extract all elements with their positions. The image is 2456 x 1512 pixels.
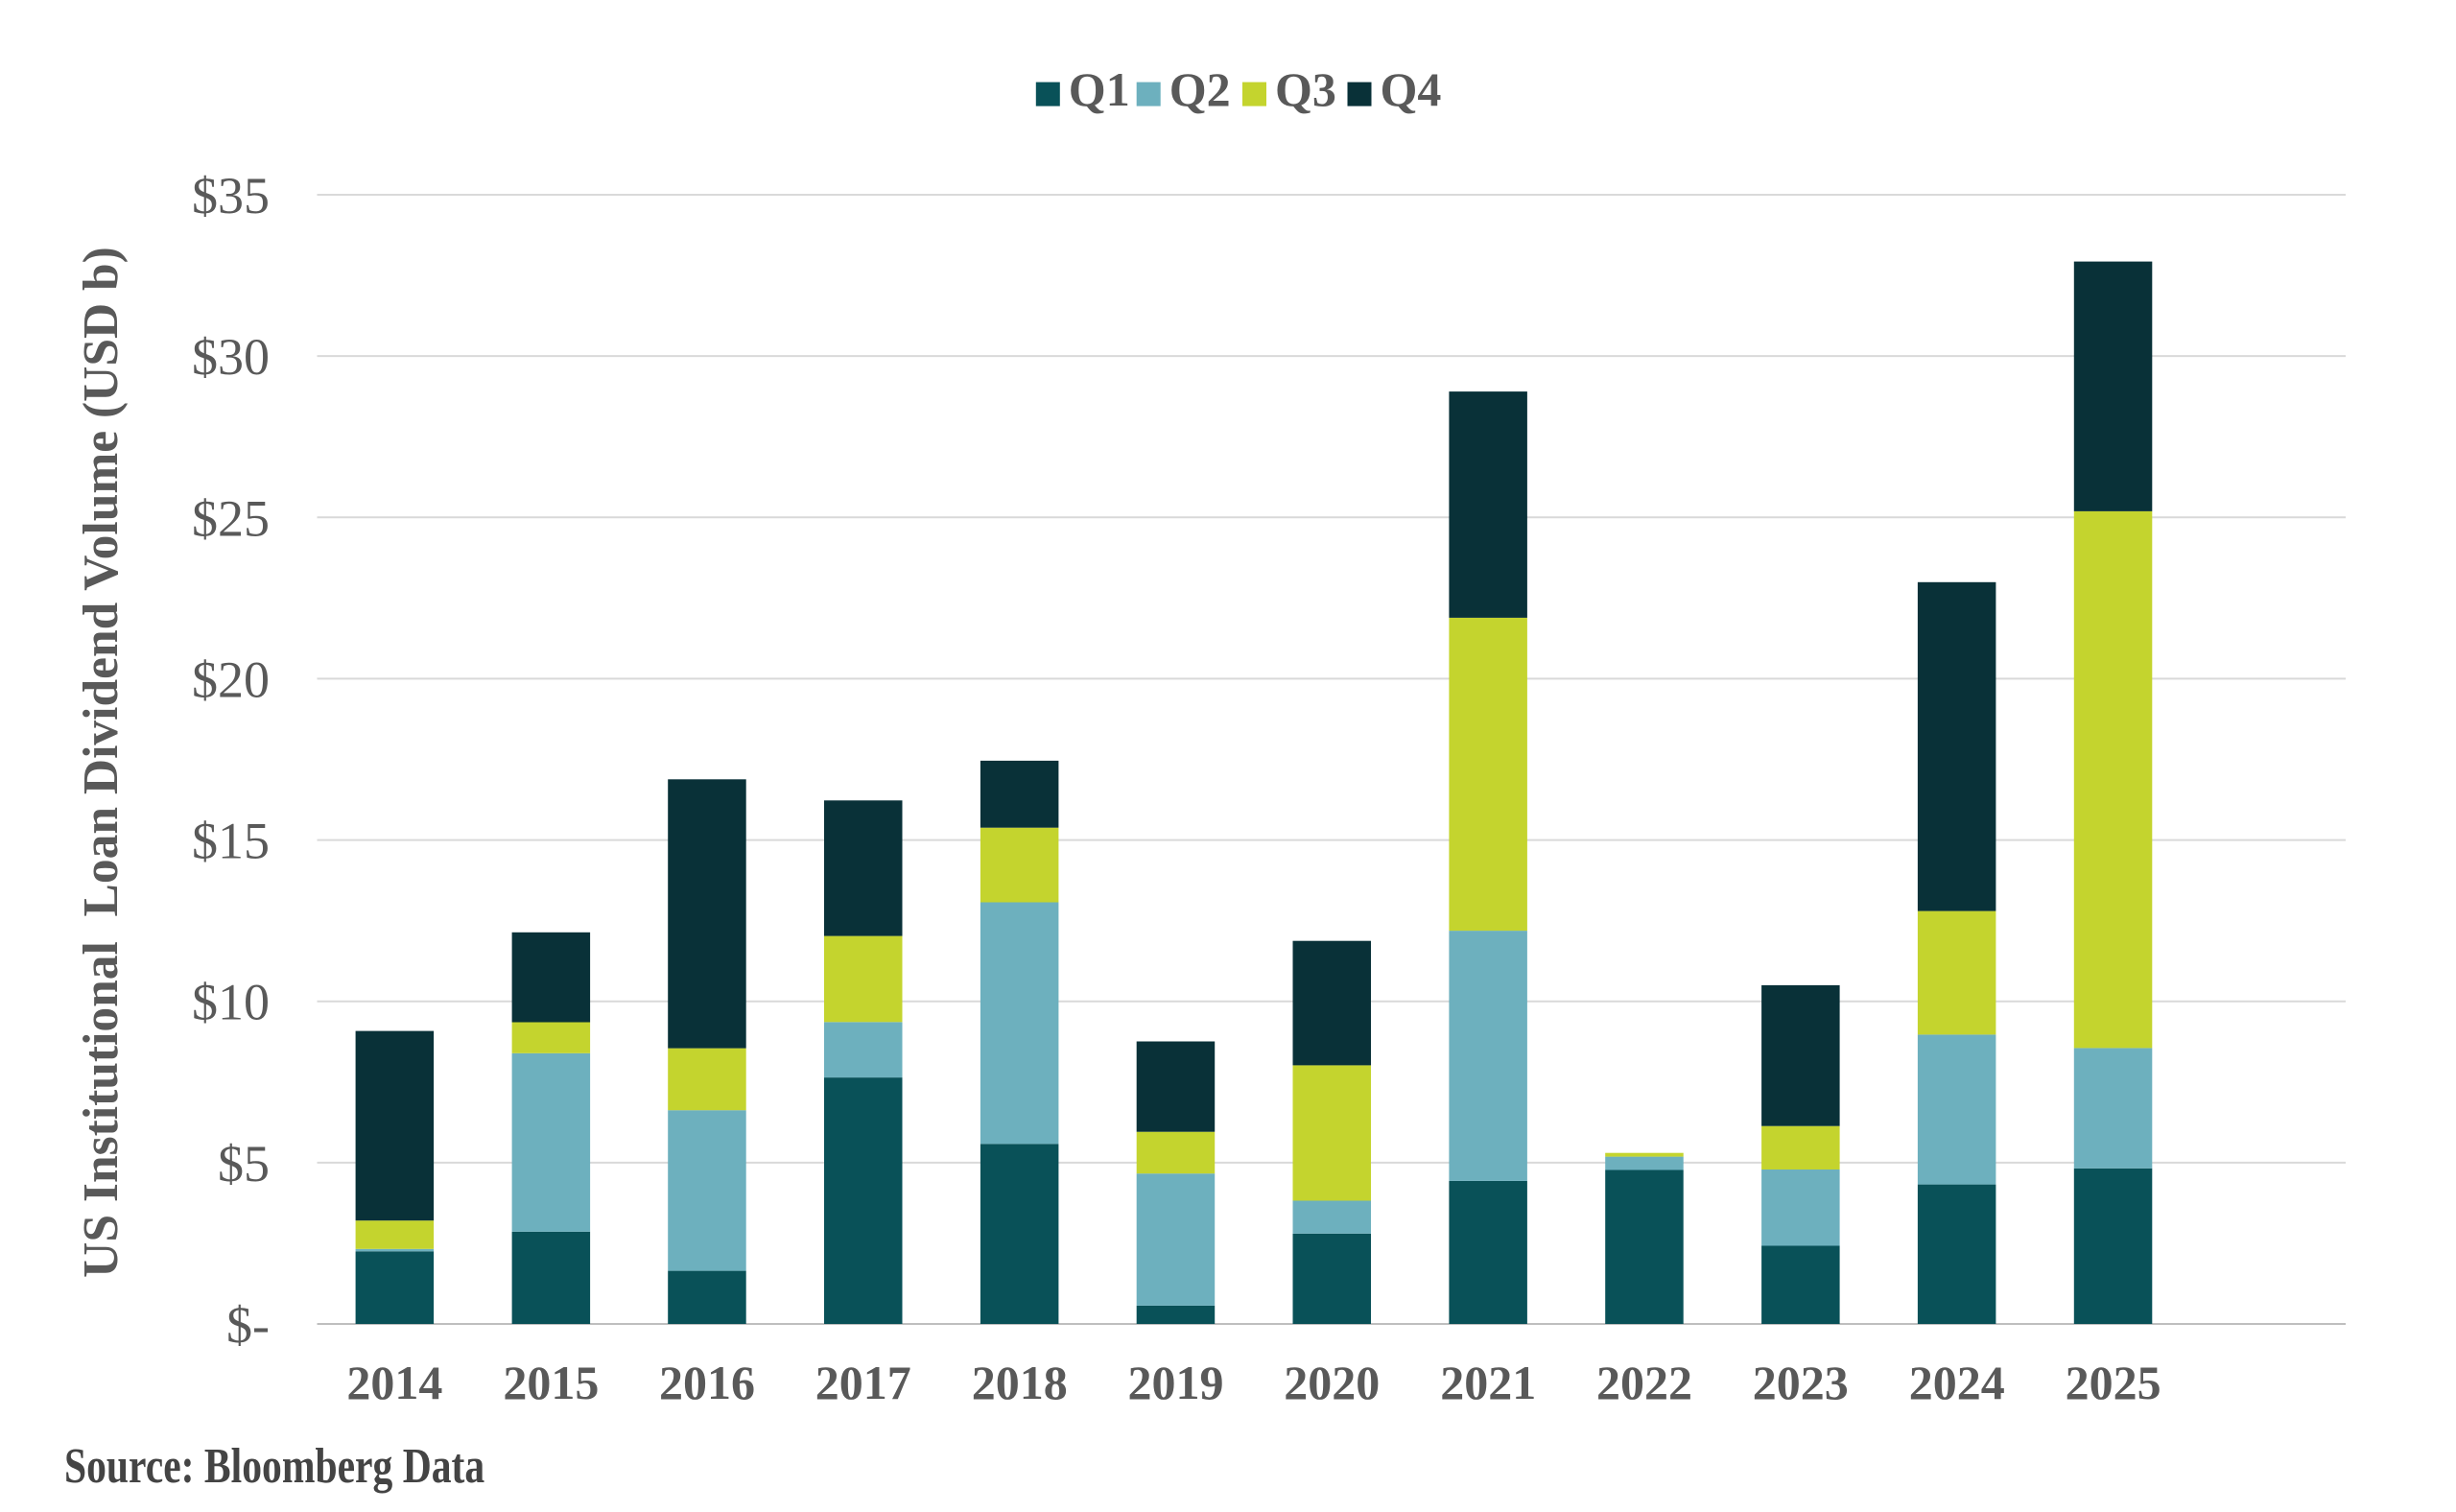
- svg-text:Q3: Q3: [1275, 62, 1336, 116]
- svg-text:2016: 2016: [659, 1356, 755, 1409]
- svg-text:2022: 2022: [1596, 1356, 1692, 1409]
- svg-text:$15: $15: [192, 813, 270, 870]
- svg-text:Q2: Q2: [1169, 62, 1231, 116]
- svg-text:$20: $20: [192, 650, 270, 708]
- svg-text:$35: $35: [192, 167, 270, 224]
- svg-text:Q4: Q4: [1381, 62, 1442, 116]
- svg-text:2019: 2019: [1128, 1356, 1224, 1409]
- svg-text:$30: $30: [192, 328, 270, 386]
- svg-text:2020: 2020: [1284, 1356, 1380, 1409]
- svg-text:2025: 2025: [2066, 1356, 2161, 1409]
- svg-text:$10: $10: [192, 974, 270, 1031]
- svg-text:2014: 2014: [346, 1356, 442, 1409]
- svg-text:Source: Bloomberg Data: Source: Bloomberg Data: [64, 1439, 484, 1494]
- svg-text:2017: 2017: [815, 1356, 911, 1409]
- svg-text:2018: 2018: [972, 1356, 1068, 1409]
- svg-text:2021: 2021: [1440, 1356, 1536, 1409]
- svg-text:2015: 2015: [503, 1356, 599, 1409]
- svg-text:2023: 2023: [1753, 1356, 1849, 1409]
- svg-text:US Institutional Loan Dividen: US Institutional Loan Dividend Volume (U…: [74, 247, 129, 1278]
- svg-text:$5: $5: [218, 1135, 270, 1193]
- svg-text:Q1: Q1: [1069, 62, 1130, 116]
- svg-text:$-: $-: [226, 1296, 270, 1354]
- svg-text:2024: 2024: [1909, 1356, 2005, 1409]
- svg-text:$25: $25: [192, 489, 270, 547]
